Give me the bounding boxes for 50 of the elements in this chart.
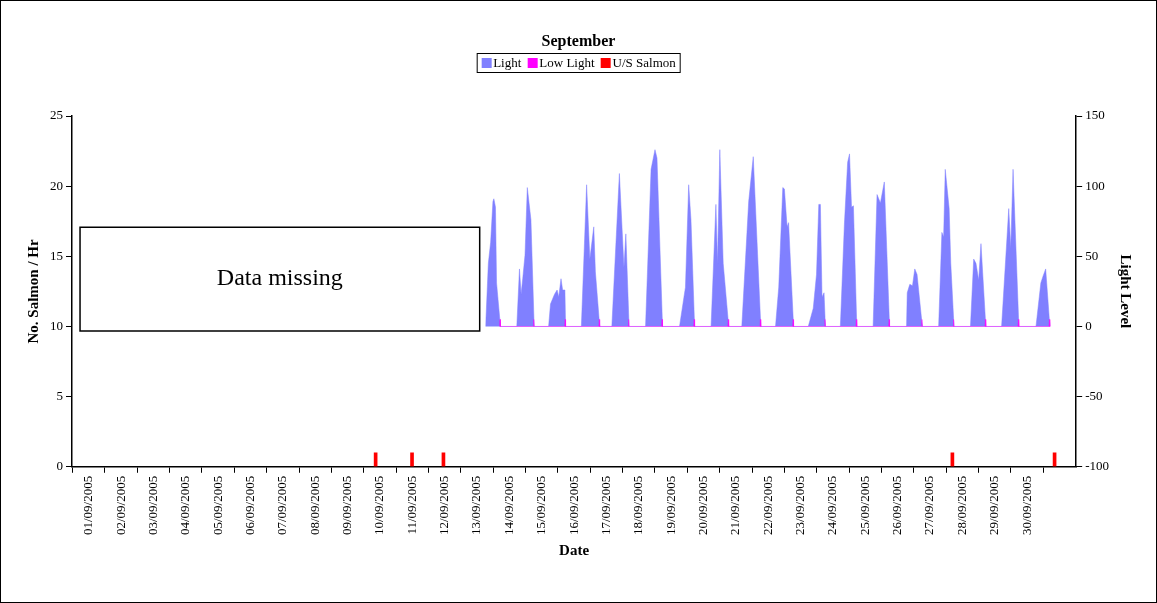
y2-tick-label: -50 xyxy=(1085,388,1103,404)
legend-label: U/S Salmon xyxy=(612,55,676,71)
legend-label: Light xyxy=(493,55,522,71)
x-tick-label: 26/09/2005 xyxy=(889,475,905,536)
x-tick-label: 05/09/2005 xyxy=(209,475,225,536)
x-tick-label: 16/09/2005 xyxy=(565,475,581,536)
y-tick-label: 25 xyxy=(50,107,63,123)
x-tick-label: 09/09/2005 xyxy=(339,475,355,536)
y2-tick-label: 100 xyxy=(1085,177,1105,193)
y2-tick-label: 0 xyxy=(1085,317,1092,333)
x-tick-label: 29/09/2005 xyxy=(986,475,1002,536)
y-tick-label: 10 xyxy=(50,317,63,333)
x-tick-label: 15/09/2005 xyxy=(533,475,549,536)
annotation: Data missing xyxy=(216,264,343,291)
x-tick-label: 22/09/2005 xyxy=(759,475,775,536)
x-axis-title: Date xyxy=(559,541,590,558)
x-tick-label: 25/09/2005 xyxy=(856,475,872,536)
y-axis-title: No. Salmon / Hr xyxy=(24,238,41,344)
x-tick-label: 07/09/2005 xyxy=(274,475,290,536)
x-tick-label: 01/09/2005 xyxy=(80,475,96,536)
y-tick-label: 15 xyxy=(50,247,63,263)
y-tick-label: 0 xyxy=(56,458,63,474)
y-tick-label: 5 xyxy=(56,388,63,404)
y-tick-label: 20 xyxy=(50,177,63,193)
y2-tick-label: 50 xyxy=(1085,247,1099,263)
x-tick-label: 24/09/2005 xyxy=(824,475,840,536)
x-tick-label: 13/09/2005 xyxy=(468,475,484,536)
x-tick-label: 14/09/2005 xyxy=(500,475,516,536)
x-tick-label: 18/09/2005 xyxy=(630,475,646,536)
y2-tick-label: -100 xyxy=(1085,458,1110,474)
chart-title: September xyxy=(540,32,617,50)
y2-tick-label: 150 xyxy=(1085,107,1105,123)
x-tick-label: 08/09/2005 xyxy=(306,475,322,536)
legend-label: Low Light xyxy=(539,55,595,71)
x-tick-label: 02/09/2005 xyxy=(112,475,128,536)
x-tick-label: 17/09/2005 xyxy=(597,475,613,536)
x-tick-label: 20/09/2005 xyxy=(694,475,710,536)
x-tick-label: 23/09/2005 xyxy=(792,475,807,536)
x-tick-label: 28/09/2005 xyxy=(953,475,969,536)
x-tick-label: 12/09/2005 xyxy=(436,475,452,536)
x-tick-label: 11/09/2005 xyxy=(403,475,419,535)
x-tick-label: 19/09/2005 xyxy=(662,475,678,536)
x-tick-label: 06/09/2005 xyxy=(241,475,257,536)
x-tick-label: 27/09/2005 xyxy=(921,475,937,536)
x-tick-label: 21/09/2005 xyxy=(727,475,743,536)
y2-axis-title: Light Level xyxy=(1118,254,1135,329)
x-tick-label: 10/09/2005 xyxy=(371,475,387,536)
x-tick-label: 04/09/2005 xyxy=(177,475,193,536)
x-tick-label: 03/09/2005 xyxy=(144,475,160,536)
x-tick-label: 30/09/2005 xyxy=(1018,475,1034,536)
